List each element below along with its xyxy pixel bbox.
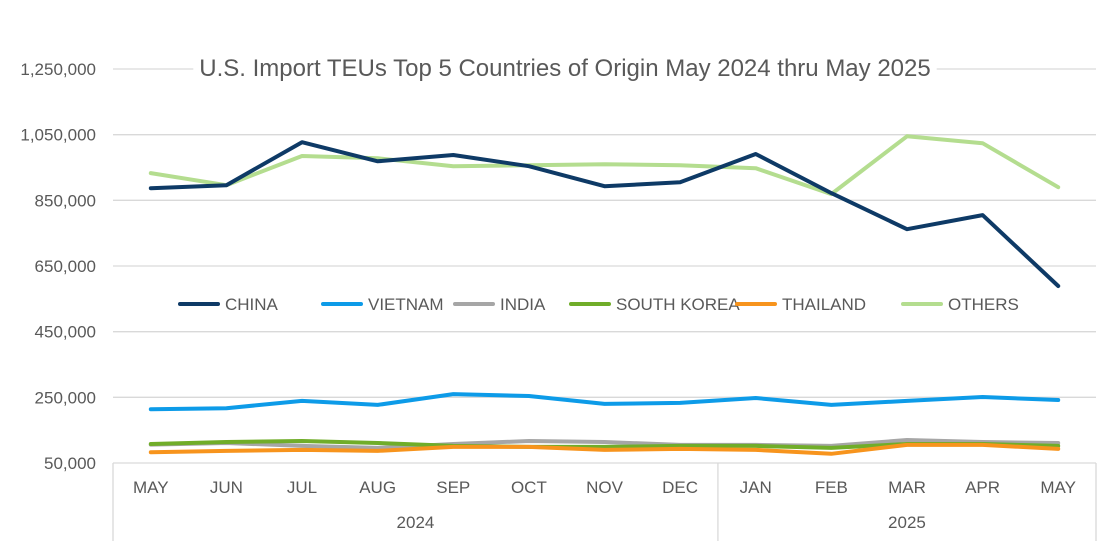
legend-label: THAILAND xyxy=(782,295,866,314)
y-tick-label: 650,000 xyxy=(35,257,96,276)
x-tick-label: APR xyxy=(965,478,1000,497)
x-tick-label: DEC xyxy=(662,478,698,497)
x-tick-label: JUN xyxy=(210,478,243,497)
x-tick-label: MAR xyxy=(888,478,926,497)
legend: CHINA VIETNAM INDIA SOUTH KOREA THAILAND OTHE… xyxy=(178,295,1019,314)
y-axis-ticks: 50,000 250,000 450,000 650,000 850,000 1,050,… xyxy=(20,60,96,473)
legend-item-others: OTHERS xyxy=(901,295,1019,314)
x-axis: 2024 2025 MAY JUN JUL AUG SEP OCT NOV DEC JAN FEB MA… xyxy=(112,463,1097,541)
series-line-china xyxy=(148,140,1061,288)
legend-item-vietnam: VIETNAM xyxy=(321,295,444,314)
series-line-vietnam xyxy=(148,392,1061,412)
y-tick-label: 450,000 xyxy=(35,323,96,342)
x-tick-label: NOV xyxy=(586,478,624,497)
y-tick-label: 1,250,000 xyxy=(20,60,96,79)
x-tick-label: MAY xyxy=(133,478,169,497)
series-lines xyxy=(148,134,1061,456)
x-tick-label: FEB xyxy=(815,478,848,497)
y-tick-label: 250,000 xyxy=(35,388,96,407)
series-line-others xyxy=(148,134,1061,197)
legend-item-china: CHINA xyxy=(178,295,279,314)
series-line-india xyxy=(148,438,1061,450)
x-tick-label: JAN xyxy=(740,478,772,497)
chart-title: U.S. Import TEUs Top 5 Countries of Orig… xyxy=(199,55,930,82)
legend-label: OTHERS xyxy=(948,295,1019,314)
y-tick-label: 50,000 xyxy=(44,454,96,473)
x-tick-label: JUL xyxy=(287,478,317,497)
x-tick-label: SEP xyxy=(436,478,470,497)
legend-label: SOUTH KOREA xyxy=(616,295,740,314)
chart-title-background xyxy=(193,55,937,82)
x-tick-label: AUG xyxy=(359,478,396,497)
legend-item-thailand: THAILAND xyxy=(735,295,866,314)
x-tick-label: MAY xyxy=(1040,478,1076,497)
y-tick-label: 850,000 xyxy=(35,191,96,210)
legend-label: VIETNAM xyxy=(368,295,444,314)
x-axis-group-label: 2025 xyxy=(888,513,926,532)
legend-label: INDIA xyxy=(500,295,546,314)
x-axis-group-label: 2024 xyxy=(397,513,435,532)
x-tick-label: OCT xyxy=(511,478,547,497)
y-tick-label: 1,050,000 xyxy=(20,126,96,145)
legend-item-india: INDIA xyxy=(453,295,546,314)
legend-item-south-korea: SOUTH KOREA xyxy=(569,295,740,314)
series-line-thailand xyxy=(148,442,1061,456)
legend-label: CHINA xyxy=(225,295,279,314)
